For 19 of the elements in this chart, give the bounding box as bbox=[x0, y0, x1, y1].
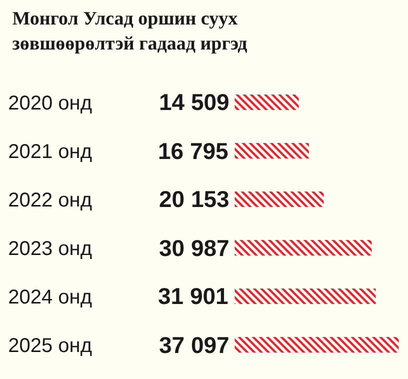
y-tick-label: 2022 онд bbox=[8, 189, 92, 212]
y-tick-label: 2025 онд bbox=[8, 334, 92, 357]
y-tick-label: 2021 онд bbox=[8, 140, 92, 163]
bar bbox=[234, 288, 376, 304]
bar bbox=[234, 191, 324, 208]
data-label: 16 795 bbox=[158, 138, 229, 164]
y-tick-label: 2020 онд bbox=[8, 92, 92, 114]
data-label: 14 509 bbox=[159, 89, 230, 115]
chart-title: Монгол Улсад оршин суух зөвшөөрөлтэй гадаад иргэд bbox=[12, 8, 248, 54]
y-tick-label: 2024 онд bbox=[8, 286, 92, 308]
y-tick-label: 2023 онд bbox=[8, 238, 92, 260]
bar bbox=[234, 94, 299, 110]
data-label: 30 987 bbox=[159, 235, 230, 261]
bar bbox=[234, 336, 399, 353]
data-label: 37 097 bbox=[159, 332, 230, 358]
bar bbox=[234, 240, 372, 256]
data-label: 31 901 bbox=[158, 283, 229, 309]
data-label: 20 153 bbox=[159, 186, 230, 212]
bar bbox=[234, 142, 309, 159]
